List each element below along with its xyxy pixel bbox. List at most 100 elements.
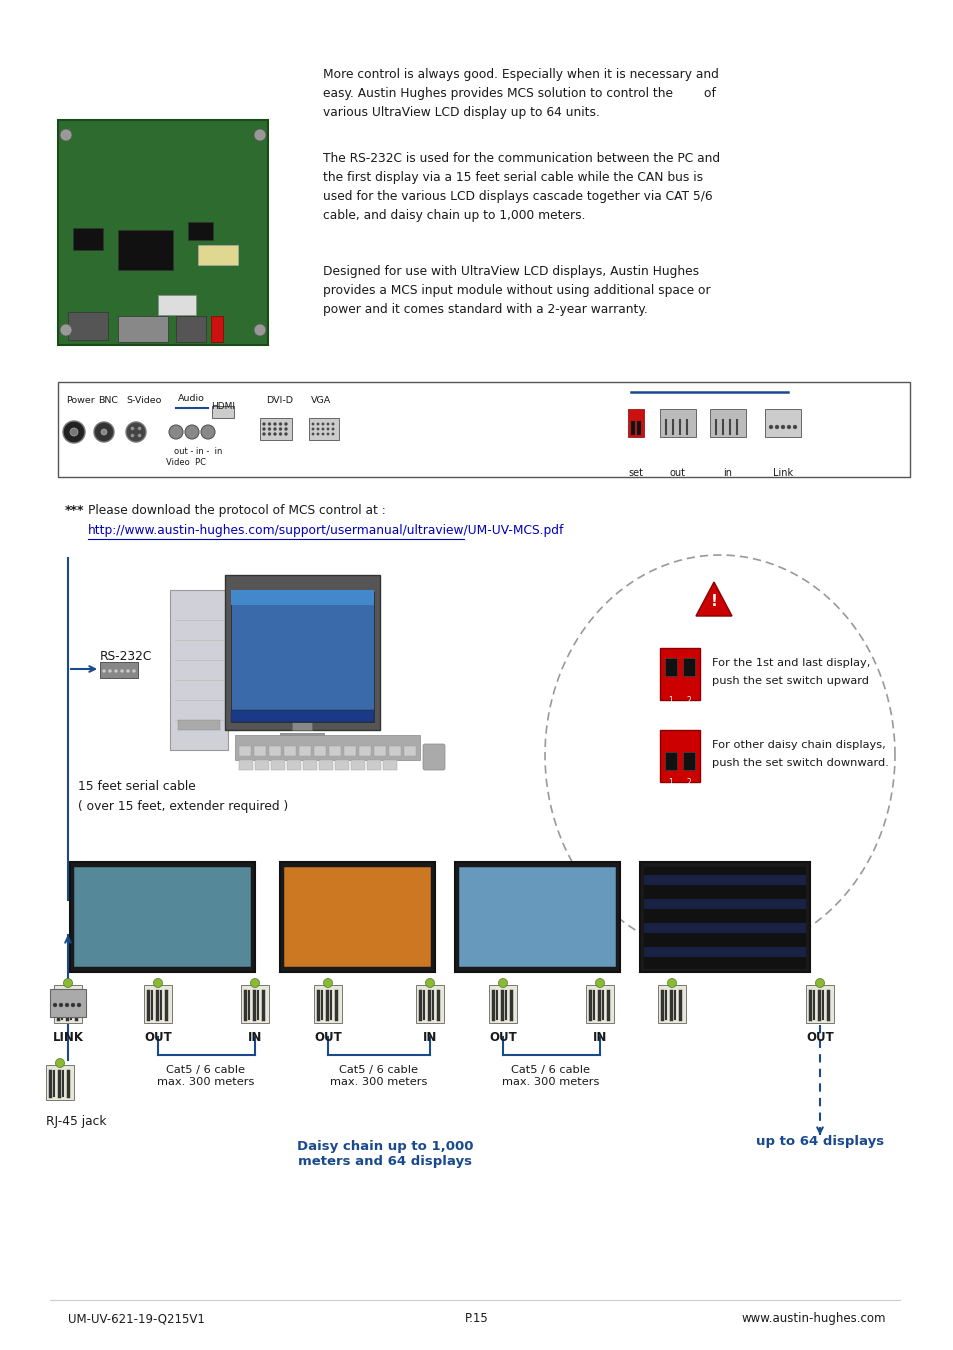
Bar (225, 575, 379, 730)
Text: DVI-D: DVI-D (266, 396, 293, 405)
Bar (351, 760, 365, 770)
Circle shape (102, 670, 106, 672)
Circle shape (71, 1003, 75, 1007)
Circle shape (316, 433, 319, 435)
Bar (68, 312, 108, 340)
Bar (70, 863, 254, 972)
Text: the first display via a 15 feet serial cable while the CAN bus is: the first display via a 15 feet serial c… (323, 171, 702, 184)
Text: up to 64 displays: up to 64 displays (755, 1135, 883, 1148)
Text: IN: IN (422, 1031, 436, 1044)
Bar (284, 747, 295, 756)
Text: ON: ON (672, 636, 686, 645)
Bar (659, 730, 700, 782)
Text: www.austin-hughes.com: www.austin-hughes.com (740, 1312, 885, 1324)
Text: LINK: LINK (52, 1031, 84, 1044)
Text: Power: Power (66, 396, 94, 405)
Circle shape (138, 435, 141, 437)
Circle shape (59, 1003, 63, 1007)
Circle shape (94, 423, 113, 441)
Text: 2: 2 (686, 778, 691, 787)
Text: used for the various LCD displays cascade together via CAT 5/6: used for the various LCD displays cascad… (323, 190, 712, 202)
Circle shape (768, 425, 772, 429)
Text: push the set switch upward: push the set switch upward (711, 676, 868, 686)
Bar (630, 421, 635, 435)
Circle shape (201, 425, 214, 439)
Bar (643, 946, 805, 957)
Bar (50, 990, 86, 1017)
Text: 1: 1 (668, 778, 673, 787)
Bar (231, 590, 374, 605)
Text: Video  PC: Video PC (166, 458, 206, 467)
Circle shape (120, 670, 123, 672)
Bar (58, 120, 268, 346)
Circle shape (65, 1003, 69, 1007)
Circle shape (70, 428, 78, 436)
Text: Cat5 / 6 cable
max. 300 meters: Cat5 / 6 cable max. 300 meters (330, 1065, 427, 1087)
Bar (764, 409, 801, 437)
Text: IN: IN (248, 1031, 262, 1044)
Circle shape (77, 1003, 81, 1007)
Circle shape (284, 432, 287, 436)
Circle shape (278, 432, 282, 436)
Circle shape (774, 425, 779, 429)
Circle shape (262, 423, 265, 425)
Circle shape (323, 979, 333, 987)
Bar (118, 230, 172, 270)
Bar (643, 958, 805, 969)
Circle shape (312, 423, 314, 425)
Bar (54, 986, 82, 1023)
Circle shape (332, 428, 334, 431)
Bar (212, 406, 233, 418)
Bar (211, 316, 223, 342)
Bar (253, 747, 266, 756)
Circle shape (321, 423, 324, 425)
Bar (74, 867, 251, 967)
Bar (158, 296, 195, 315)
Bar (269, 747, 281, 756)
Bar (639, 863, 809, 972)
Bar (658, 986, 685, 1023)
Circle shape (251, 979, 259, 987)
Text: OUT: OUT (805, 1031, 833, 1044)
Text: More control is always good. Especially when it is necessary and: More control is always good. Especially … (323, 68, 719, 81)
Circle shape (327, 433, 329, 435)
Circle shape (101, 429, 107, 435)
Text: out - in -  in: out - in - in (173, 447, 222, 456)
Circle shape (126, 423, 146, 441)
Circle shape (153, 979, 162, 987)
Bar (231, 593, 374, 722)
Bar (46, 1065, 74, 1100)
Bar (314, 986, 341, 1023)
Circle shape (109, 670, 112, 672)
Text: RJ-45 jack: RJ-45 jack (46, 1115, 107, 1129)
Circle shape (312, 433, 314, 435)
Bar (585, 986, 614, 1023)
Text: Cat5 / 6 cable
max. 300 meters: Cat5 / 6 cable max. 300 meters (502, 1065, 599, 1087)
Bar (382, 760, 396, 770)
Bar (455, 863, 619, 972)
Bar (659, 648, 700, 701)
Text: ( over 15 feet, extender required ): ( over 15 feet, extender required ) (78, 801, 288, 813)
Circle shape (284, 423, 287, 425)
Text: S-Video: S-Video (126, 396, 161, 405)
Bar (659, 409, 696, 437)
Text: BNC: BNC (98, 396, 118, 405)
Circle shape (253, 130, 266, 140)
Bar (329, 747, 340, 756)
Text: 1: 1 (668, 697, 673, 705)
Bar (664, 752, 677, 769)
Bar (709, 409, 745, 437)
Bar (489, 986, 517, 1023)
Text: various UltraView LCD display up to 64 units.: various UltraView LCD display up to 64 u… (323, 107, 599, 119)
Bar (344, 747, 355, 756)
Circle shape (332, 423, 334, 425)
Bar (303, 760, 316, 770)
Circle shape (64, 979, 72, 987)
Circle shape (595, 979, 604, 987)
Bar (358, 747, 371, 756)
Circle shape (332, 433, 334, 435)
Text: Designed for use with UltraView LCD displays, Austin Hughes: Designed for use with UltraView LCD disp… (323, 265, 699, 278)
Circle shape (278, 428, 282, 431)
Circle shape (60, 130, 71, 140)
Bar (403, 747, 416, 756)
